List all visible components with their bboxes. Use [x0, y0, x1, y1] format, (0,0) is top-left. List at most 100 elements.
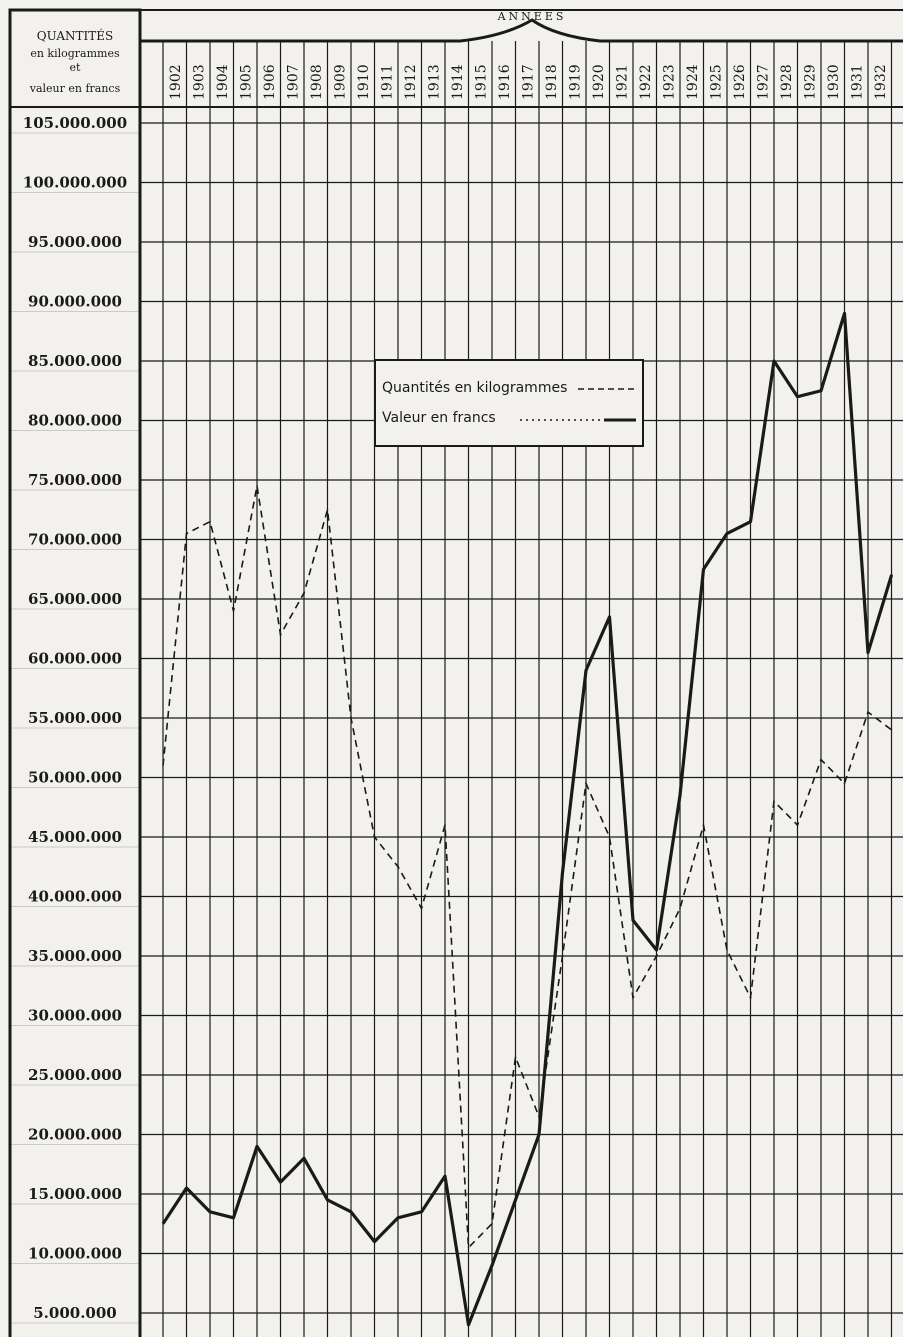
- valeur-point: [796, 395, 799, 398]
- year-label: 1914: [450, 64, 466, 100]
- year-label: 1927: [755, 64, 771, 100]
- valeur-point: [302, 1157, 306, 1160]
- valeur-point: [185, 1186, 188, 1190]
- year-label: 1903: [191, 64, 207, 100]
- valeur-point: [819, 389, 823, 392]
- valeur-point: [467, 1323, 470, 1327]
- y-tick-label: 60.000.000: [28, 650, 122, 668]
- y-tick-label: 100.000.000: [23, 174, 127, 192]
- quantites-point: [843, 782, 846, 785]
- quantites-point: [796, 824, 799, 826]
- valeur-point: [490, 1264, 494, 1267]
- valeur-point: [725, 532, 729, 535]
- quantites-point: [256, 485, 258, 487]
- valeur-point: [702, 568, 705, 571]
- year-label: 1907: [285, 64, 301, 100]
- y-tick-label: 25.000.000: [28, 1066, 122, 1084]
- valeur-point: [255, 1145, 259, 1148]
- quantites-point: [303, 592, 305, 594]
- y-tick-label: 85.000.000: [28, 352, 122, 370]
- quantites-subtitle-2: et: [70, 61, 82, 74]
- quantites-point: [185, 532, 188, 535]
- valeur-point: [655, 948, 658, 952]
- y-tick-label: 90.000.000: [28, 293, 122, 311]
- y-tick-label: 20.000.000: [28, 1126, 122, 1144]
- quantites-point: [373, 836, 376, 838]
- series-lines: [161, 311, 894, 1327]
- quantites-point: [232, 610, 235, 612]
- y-tick-label: 55.000.000: [28, 709, 122, 727]
- quantites-point: [467, 1246, 470, 1249]
- valeur-point: [678, 794, 682, 797]
- valeur-point: [396, 1216, 400, 1220]
- y-tick-label: 35.000.000: [28, 947, 122, 965]
- quantites-point: [608, 836, 611, 838]
- year-label: 1915: [473, 64, 489, 100]
- quantites-point: [397, 865, 399, 868]
- y-tick-label: 105.000.000: [23, 114, 127, 132]
- y-axis-labels: 105.000.000 100.000.000 95.000.000 90.000.0…: [23, 114, 127, 1322]
- year-label: 1926: [732, 64, 748, 100]
- valeur-point: [514, 1198, 517, 1202]
- quantites-subtitle-1: en kilogrammes: [30, 47, 120, 60]
- valeur-point: [631, 919, 635, 922]
- valeur-point: [561, 871, 564, 874]
- quantites-point: [561, 955, 564, 957]
- valeur-point: [749, 520, 752, 523]
- valeur-point: [866, 651, 870, 654]
- year-labels: 1902 1903 1904 1905 1906 1907 1908 1909 1910 1911…: [168, 64, 889, 100]
- year-label: 1904: [215, 64, 231, 100]
- year-label: 1909: [332, 64, 348, 100]
- grid: [10, 41, 903, 1337]
- y-tick-label: 10.000.000: [28, 1245, 122, 1263]
- y-tick-label: 95.000.000: [28, 233, 122, 251]
- quantites-point: [726, 949, 728, 951]
- valeur-point: [420, 1210, 423, 1214]
- valeur-point: [584, 669, 588, 672]
- quantites-point: [514, 1056, 517, 1058]
- year-label: 1929: [802, 64, 818, 100]
- y-tick-label: 45.000.000: [28, 828, 122, 846]
- year-label: 1921: [614, 64, 630, 100]
- year-label: 1913: [426, 64, 442, 100]
- quantites-point: [538, 1115, 540, 1118]
- y-tick-label: 80.000.000: [28, 412, 122, 430]
- valeur-point: [443, 1174, 447, 1178]
- valeur-point: [349, 1210, 353, 1214]
- legend-valeur-label: Valeur en francs: [382, 410, 496, 426]
- year-label: 1910: [356, 64, 372, 100]
- year-label: 1919: [567, 64, 583, 100]
- quantites-point: [209, 520, 211, 523]
- valeur-point: [373, 1240, 376, 1243]
- year-label: 1905: [238, 64, 254, 100]
- quantites-point: [749, 996, 752, 999]
- year-label: 1931: [849, 64, 865, 100]
- quantites-point: [890, 729, 893, 731]
- quantites-point: [679, 907, 681, 910]
- y-tick-label: 50.000.000: [28, 769, 122, 787]
- quantites-point: [279, 633, 282, 636]
- y-tick-label: 40.000.000: [28, 888, 122, 906]
- quantites-point: [326, 508, 329, 511]
- y-tick-label: 30.000.000: [28, 1007, 122, 1025]
- y-tick-label: 65.000.000: [28, 590, 122, 608]
- year-label: 1916: [497, 64, 513, 100]
- y-tick-label: 15.000.000: [28, 1185, 122, 1203]
- quantites-point: [632, 996, 634, 999]
- year-label: 1912: [403, 64, 419, 100]
- year-label: 1925: [708, 64, 724, 100]
- legend-box: [374, 359, 644, 447]
- year-label: 1906: [262, 64, 278, 100]
- quantites-point: [655, 955, 658, 957]
- year-label: 1902: [168, 64, 184, 100]
- year-label: 1930: [826, 64, 842, 100]
- year-label: 1911: [379, 64, 395, 100]
- years-header-bracket: [140, 18, 903, 43]
- year-label: 1932: [873, 64, 889, 100]
- quantites-title: QUANTITÉS: [37, 28, 113, 43]
- year-label: 1928: [779, 64, 795, 100]
- year-label: 1923: [661, 64, 677, 100]
- valeur-point: [608, 615, 611, 619]
- series-valeur-line: [161, 311, 894, 1327]
- year-label: 1922: [638, 64, 654, 100]
